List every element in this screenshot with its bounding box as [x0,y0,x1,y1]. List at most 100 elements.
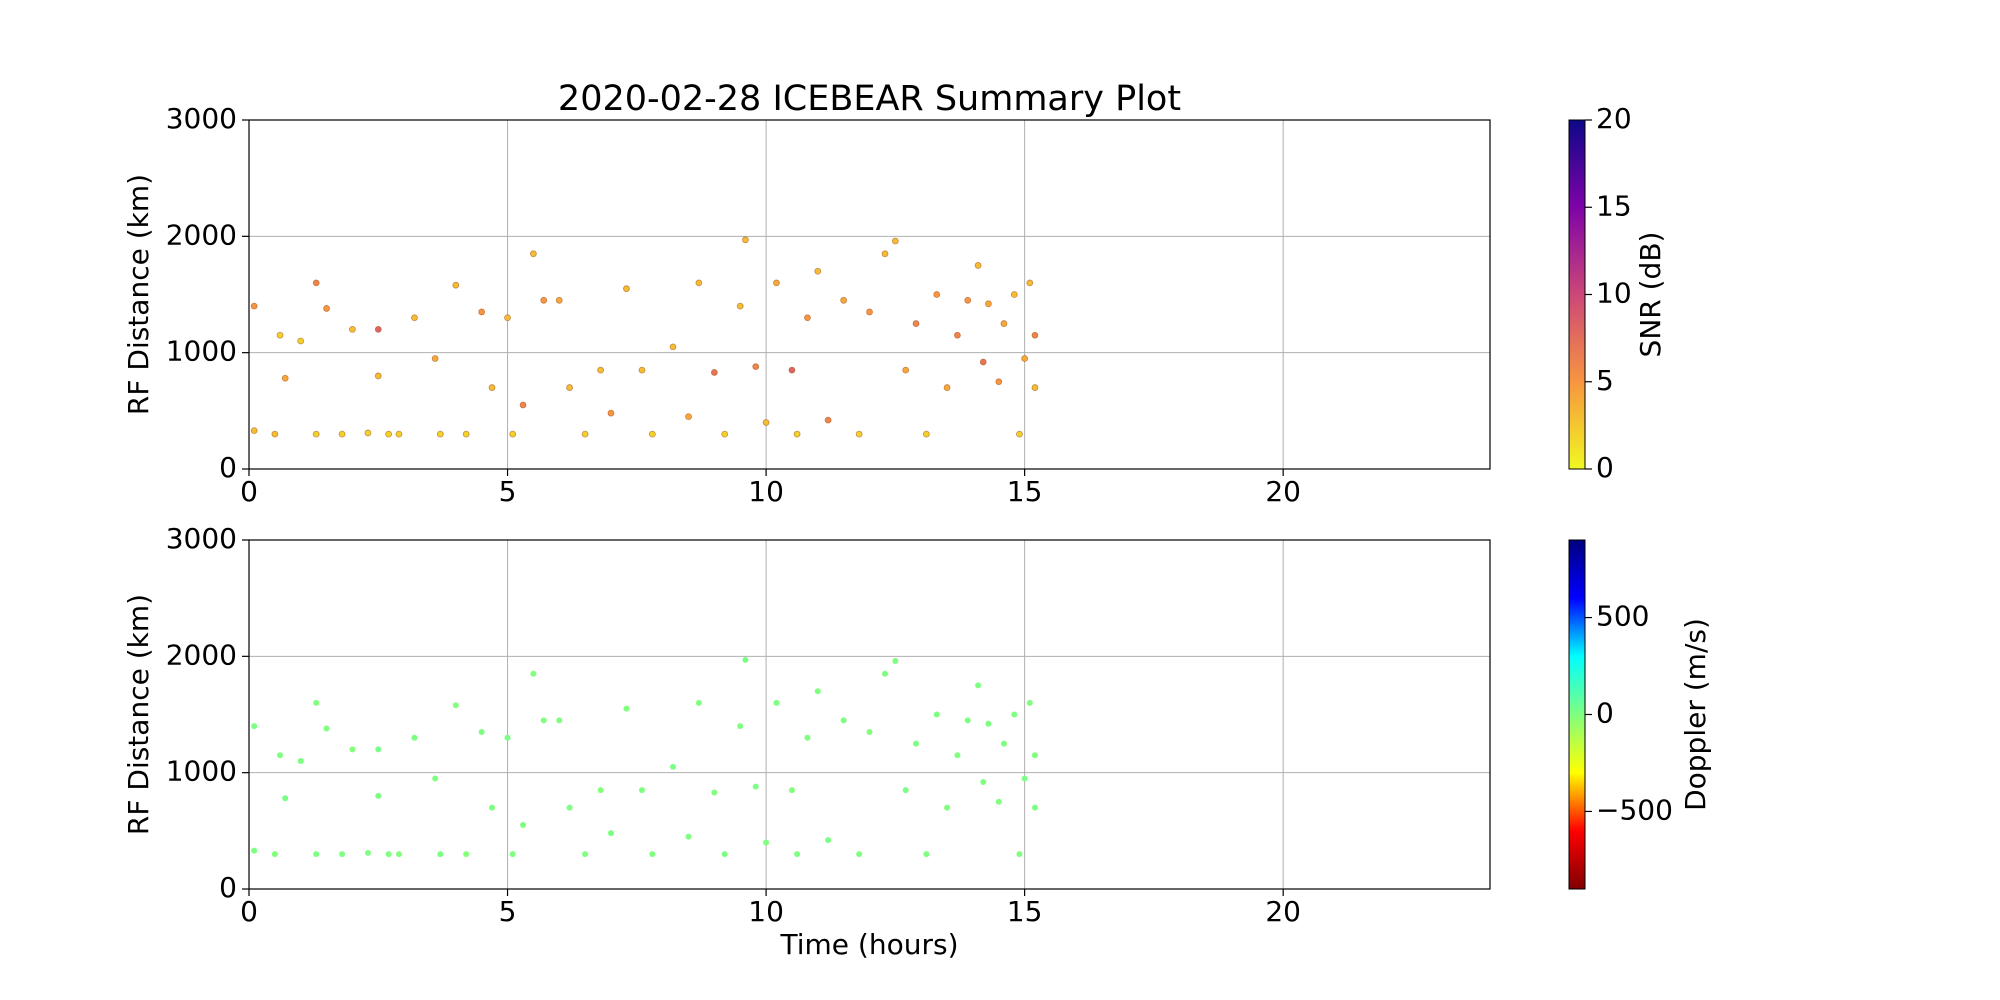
data-point [297,337,305,345]
plot-frame [248,539,1491,890]
data-point [892,657,899,664]
colorbar-tick-label: 10 [1596,277,1632,310]
data-point [975,682,982,689]
data-point [1021,355,1029,362]
y-axis-label: RF Distance (km) [122,594,155,835]
data-point [375,792,382,799]
data-point [463,851,470,858]
chart-title: 2020-02-28 ICEBEAR Summary Plot [558,79,1181,119]
y-tick-label: 3000 [166,102,237,135]
data-point [933,291,941,298]
data-point [752,783,759,790]
data-point [519,401,527,409]
data-point [711,789,718,796]
y-tick-label: 0 [219,451,237,484]
x-tick-label: 10 [748,475,784,508]
data-point [840,717,847,724]
data-point [282,795,289,802]
data-point [582,851,589,858]
data-point [312,430,320,438]
data-point [881,250,889,258]
data-point [509,430,517,438]
data-point [788,787,795,794]
data-point [902,366,910,374]
points [251,656,1038,858]
data-point [1031,804,1038,811]
data-point [773,279,780,287]
data-point [670,763,677,770]
data-point [638,366,646,374]
x-axis-label: Time (hours) [780,928,959,961]
data-point [374,372,382,380]
data-point [902,787,909,794]
data-point [251,723,258,730]
data-point [793,430,801,438]
data-point [710,369,718,376]
data-point [721,851,728,858]
data-point [891,237,899,245]
data-point [452,281,460,289]
data-point [1031,752,1038,759]
data-point [540,296,548,304]
colorbar [1568,539,1586,890]
colorbar-tick-label: 20 [1596,102,1632,135]
data-point [1031,384,1039,391]
data-point [736,302,744,310]
data-point [312,279,320,287]
data-point [985,720,992,727]
data-point [752,363,760,371]
data-point [271,430,279,438]
data-point [814,688,821,695]
data-point [250,427,258,435]
data-point [1000,320,1008,327]
data-point [1016,430,1023,438]
data-point [607,409,615,417]
data-point [1010,291,1018,298]
data-point [250,302,258,310]
data-point [923,851,930,858]
data-point [462,430,470,438]
colorbar-tick-label: −500 [1596,793,1673,826]
data-point [607,830,614,837]
data-point [349,325,356,333]
data-point [933,711,940,718]
data-point [277,752,284,759]
x-tick-label: 15 [1007,895,1043,928]
data-point [721,430,729,438]
data-point [964,717,971,724]
x-tick-label: 0 [240,895,258,928]
data-point [773,699,780,706]
data-point [276,331,284,339]
data-point [1016,851,1023,858]
colorbar-tick-label: 0 [1596,451,1614,484]
data-point [297,758,304,765]
points [250,236,1039,438]
data-point [954,331,961,339]
data-point [364,849,371,856]
data-point [804,314,811,322]
x-tick-label: 5 [499,475,517,508]
data-point [979,358,987,366]
data-point [1000,740,1007,747]
data-point [597,366,605,374]
data-point [794,851,801,858]
data-point [685,413,692,421]
data-point [669,343,677,351]
data-point [882,670,889,677]
data-point [763,839,770,846]
data-point [374,325,382,333]
data-point [685,833,692,840]
data-point [520,822,527,829]
data-point [980,778,987,785]
data-point [824,416,832,424]
data-point [452,702,459,709]
data-point [648,430,656,438]
data-point [436,430,444,438]
y-tick-label: 1000 [166,335,237,368]
x-tick-label: 0 [240,475,258,508]
y-axis-label: RF Distance (km) [122,174,155,415]
y-tick-label: 1000 [166,755,237,788]
data-point [840,296,848,304]
data-point [695,279,703,287]
data-point [556,717,563,724]
